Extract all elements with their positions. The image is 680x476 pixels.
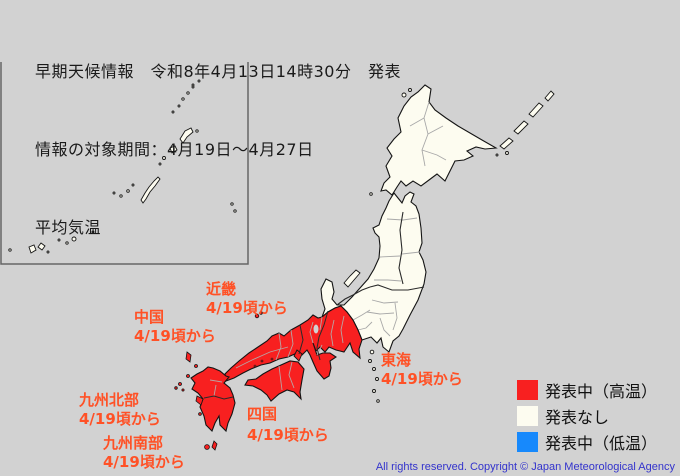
region-name: 近畿 (206, 280, 237, 298)
region-name: 東海 (381, 351, 412, 369)
legend-row-low: 発表中（低温） (517, 432, 658, 453)
region-name: 中国 (134, 308, 165, 326)
hokkaido-region (369, 84, 555, 196)
region-label-shikoku: 四国 4/19頃から (247, 404, 329, 446)
legend-label-no-announcement: 発表なし (545, 408, 610, 427)
region-label-kyushu-south: 九州南部 4/19頃から (103, 434, 185, 472)
region-date: 4/19頃から (381, 370, 463, 388)
legend-swatch-low-temp (517, 432, 538, 452)
kyushu-islands (174, 351, 218, 451)
legend-row-none: 発表なし (517, 406, 657, 427)
region-label-kinki: 近畿 4/19頃から (206, 280, 288, 318)
legend-label-low-temp: 発表中（低温） (545, 434, 658, 453)
header-period-line: 情報の対象期間：4月19日～4月27日 (35, 140, 314, 159)
awaji-island (293, 349, 303, 362)
sado-island (343, 269, 361, 288)
west-honshu-shape (224, 305, 363, 382)
region-name: 四国 (247, 405, 278, 423)
east-honshu-prefecture-borders (352, 217, 421, 337)
west-honshu-region (224, 305, 363, 382)
region-label-tokai: 東海 4/19頃から (381, 351, 463, 389)
header-title-line: 早期天候情報 令和8年4月13日14時30分 発表 (35, 62, 401, 81)
hokkaido-shape (380, 84, 498, 196)
kyushu-shape (190, 366, 236, 433)
region-date: 4/19頃から (134, 327, 216, 345)
lake-biwa (313, 324, 319, 334)
header-element-line: 平均気温 (35, 218, 102, 237)
legend-label-high-temp: 発表中（高温） (545, 382, 658, 401)
kyushu-prefecture-borders (209, 379, 223, 397)
region-label-chugoku: 中国 4/19頃から (134, 308, 216, 346)
region-date: 4/19頃から (247, 426, 329, 444)
hokkaido-prefecture-borders (409, 101, 447, 167)
legend-swatch-no-announcement (517, 406, 538, 426)
header-block: 早期天候情報 令和8年4月13日14時30分 発表 情報の対象期間：4月19日～… (35, 7, 401, 293)
east-honshu-region-borders (336, 211, 425, 306)
region-date: 4/19頃から (103, 453, 185, 471)
west-honshu-prefecture-borders (235, 315, 345, 369)
inset-border (0, 62, 249, 265)
shikoku-prefecture-borders (278, 361, 295, 391)
legend: 発表中（高温） 発表なし 発表中（低温） (517, 380, 657, 458)
legend-row-high: 発表中（高温） (517, 380, 658, 401)
region-date: 4/19頃から (79, 410, 161, 428)
shikoku-region (244, 360, 305, 402)
seto-inland-islets (253, 357, 274, 368)
okinawa-islands (8, 79, 237, 254)
legend-swatch-high-temp (517, 380, 538, 400)
region-name: 九州南部 (103, 434, 164, 452)
kyushu-region (174, 351, 274, 451)
izu-islands (368, 349, 380, 403)
region-label-kyushu-north: 九州北部 4/19頃から (79, 391, 161, 429)
region-date: 4/19頃から (206, 299, 288, 317)
kyushu-north-south-border (203, 395, 234, 400)
okinawa-inset (0, 62, 249, 265)
oki-islands (254, 311, 263, 319)
shikoku-shape (244, 360, 305, 402)
region-name: 九州北部 (79, 391, 140, 409)
copyright-notice: All rights reserved. Copyright © Japan M… (375, 461, 675, 473)
west-honshu-region-borders (298, 310, 329, 361)
northern-islands (369, 88, 555, 196)
